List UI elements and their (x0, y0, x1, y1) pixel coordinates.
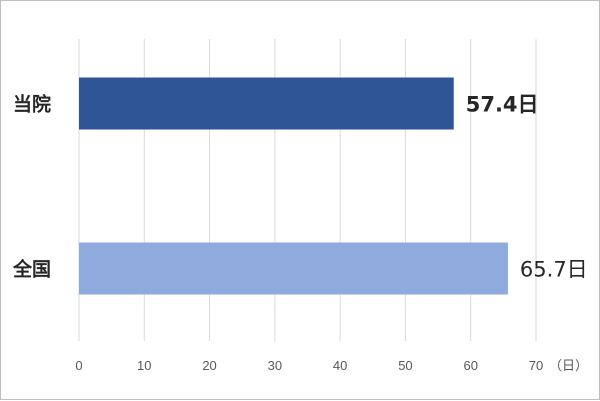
x-tick-label: 10 (137, 358, 151, 373)
x-tick-labels: 0 10 20 30 40 50 60 70 (75, 358, 543, 373)
bar-0 (79, 77, 454, 130)
x-axis-unit-label: （日） (549, 359, 588, 374)
x-tick-label: 30 (268, 358, 282, 373)
x-tick-label: 0 (75, 358, 82, 373)
bar-1 (79, 242, 508, 295)
x-tick-label: 20 (202, 358, 216, 373)
x-tick-label: 50 (398, 358, 412, 373)
bars (79, 77, 508, 295)
x-tick-label: 40 (333, 358, 347, 373)
data-label: 65.7日 (520, 258, 588, 282)
x-tick-label: 60 (463, 358, 477, 373)
data-label: 57.4日 (466, 93, 539, 117)
data-labels: 57.4日 65.7日 (466, 93, 588, 282)
category-label: 全国 (12, 258, 51, 281)
category-label: 当院 (13, 93, 51, 116)
x-tick-label: 70 (529, 358, 543, 373)
